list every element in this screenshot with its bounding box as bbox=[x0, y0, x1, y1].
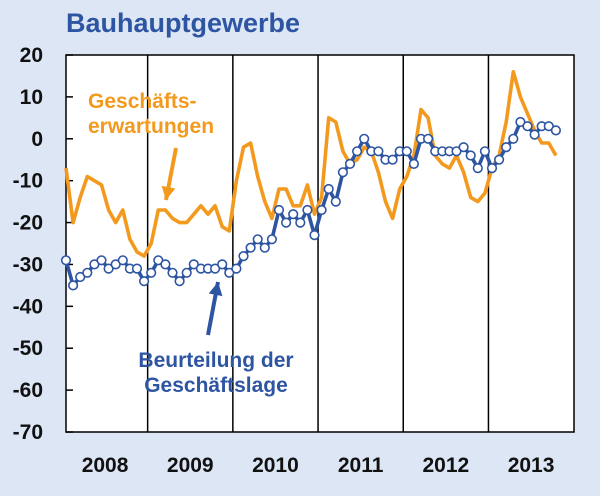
data-point-geschaeftslage bbox=[288, 209, 299, 220]
data-point-geschaeftslage bbox=[486, 163, 498, 174]
x-tick-label: 2011 bbox=[338, 454, 384, 477]
data-point-geschaeftslage bbox=[401, 146, 412, 157]
data-point-geschaeftslage bbox=[160, 259, 171, 270]
y-tick-label: -40 bbox=[13, 295, 43, 318]
x-axis: 2008 2009 2010 2011 2012 2013 bbox=[82, 454, 555, 477]
data-point-geschaeftslage bbox=[458, 142, 469, 153]
data-point-geschaeftslage bbox=[508, 133, 519, 144]
label-arrow-geschaeftserwartungen-head bbox=[161, 185, 176, 200]
data-point-geschaeftslage bbox=[281, 217, 292, 228]
data-point-geschaeftslage bbox=[295, 217, 306, 228]
data-point-geschaeftslage bbox=[387, 154, 398, 165]
data-point-geschaeftslage bbox=[352, 146, 363, 157]
data-point-geschaeftslage bbox=[344, 158, 356, 169]
y-tick-label: -60 bbox=[13, 379, 43, 402]
data-point-geschaeftslage bbox=[465, 150, 476, 161]
data-point-geschaeftslage bbox=[67, 280, 79, 291]
data-point-geschaeftslage bbox=[316, 204, 327, 216]
data-point-geschaeftslage bbox=[167, 267, 178, 278]
y-tick-label: -70 bbox=[13, 421, 43, 444]
series-line-geschaeftserwartungen bbox=[64, 70, 558, 258]
data-point-geschaeftslage bbox=[117, 255, 128, 266]
y-tick-label: 0 bbox=[31, 128, 43, 151]
data-point-geschaeftslage bbox=[146, 267, 157, 278]
data-point-geschaeftslage bbox=[131, 263, 143, 274]
series-label: Geschäfts- bbox=[88, 90, 197, 113]
data-point-geschaeftslage bbox=[252, 234, 263, 245]
y-tick-label: -50 bbox=[13, 337, 43, 360]
y-tick-label: -30 bbox=[13, 253, 43, 276]
year-separators bbox=[146, 55, 490, 432]
x-tick-label: 2010 bbox=[252, 454, 299, 477]
data-point-geschaeftslage bbox=[245, 242, 256, 253]
data-point-geschaeftslage bbox=[238, 251, 249, 262]
data-point-geschaeftslage bbox=[373, 146, 384, 157]
y-tick-label: 10 bbox=[20, 86, 43, 109]
data-point-geschaeftslage bbox=[501, 142, 512, 153]
data-point-geschaeftslage bbox=[96, 255, 107, 266]
data-point-geschaeftslage bbox=[550, 125, 562, 136]
data-point-geschaeftslage bbox=[494, 154, 505, 165]
data-point-geschaeftslage bbox=[273, 204, 285, 216]
data-point-geschaeftslage bbox=[472, 163, 483, 174]
data-point-geschaeftslage bbox=[259, 242, 270, 253]
data-point-geschaeftslage bbox=[309, 230, 320, 241]
y-tick-label: 20 bbox=[20, 44, 43, 67]
data-point-geschaeftslage bbox=[302, 204, 313, 216]
data-point-geschaeftslage bbox=[337, 167, 349, 178]
data-point-geschaeftslage bbox=[266, 234, 278, 245]
data-point-geschaeftslage bbox=[529, 129, 540, 140]
data-point-geschaeftslage bbox=[174, 276, 185, 287]
y-tick-label: -20 bbox=[13, 212, 43, 235]
x-tick-label: 2013 bbox=[508, 454, 555, 477]
data-point-geschaeftslage bbox=[423, 133, 434, 144]
series-labels: Geschäfts-erwartungen Beurteilung derGesc… bbox=[88, 90, 294, 397]
label-arrow-geschaeftslage-head bbox=[208, 282, 223, 297]
y-axis: 20 10 0 -10 -20 -30 -40 -50 -60 -70 bbox=[13, 44, 73, 444]
x-tick-label: 2008 bbox=[82, 454, 129, 477]
chart-title: Bauhauptgewerbe bbox=[66, 8, 300, 38]
series-label: Beurteilung der bbox=[138, 349, 293, 372]
data-point-geschaeftslage bbox=[139, 276, 150, 287]
x-tick-label: 2009 bbox=[167, 454, 214, 477]
data-point-geschaeftslage bbox=[522, 121, 533, 132]
data-point-geschaeftslage bbox=[217, 259, 228, 270]
data-point-geschaeftslage bbox=[359, 133, 370, 144]
data-point-geschaeftslage bbox=[330, 196, 341, 207]
data-point-geschaeftslage bbox=[479, 146, 491, 157]
x-tick-label: 2012 bbox=[422, 454, 469, 477]
y-tick-label: -10 bbox=[13, 170, 43, 193]
series-line-geschaeftslage bbox=[64, 120, 557, 288]
series-layer bbox=[60, 70, 562, 291]
series-label: erwartungen bbox=[88, 115, 214, 138]
series-label: Geschäftslage bbox=[144, 374, 288, 397]
data-point-geschaeftslage bbox=[82, 267, 93, 278]
data-point-geschaeftslage bbox=[323, 183, 334, 195]
data-point-geschaeftslage bbox=[60, 255, 72, 266]
data-point-geschaeftslage bbox=[231, 263, 242, 274]
data-point-geschaeftslage bbox=[408, 158, 420, 169]
data-point-geschaeftslage bbox=[181, 267, 192, 278]
